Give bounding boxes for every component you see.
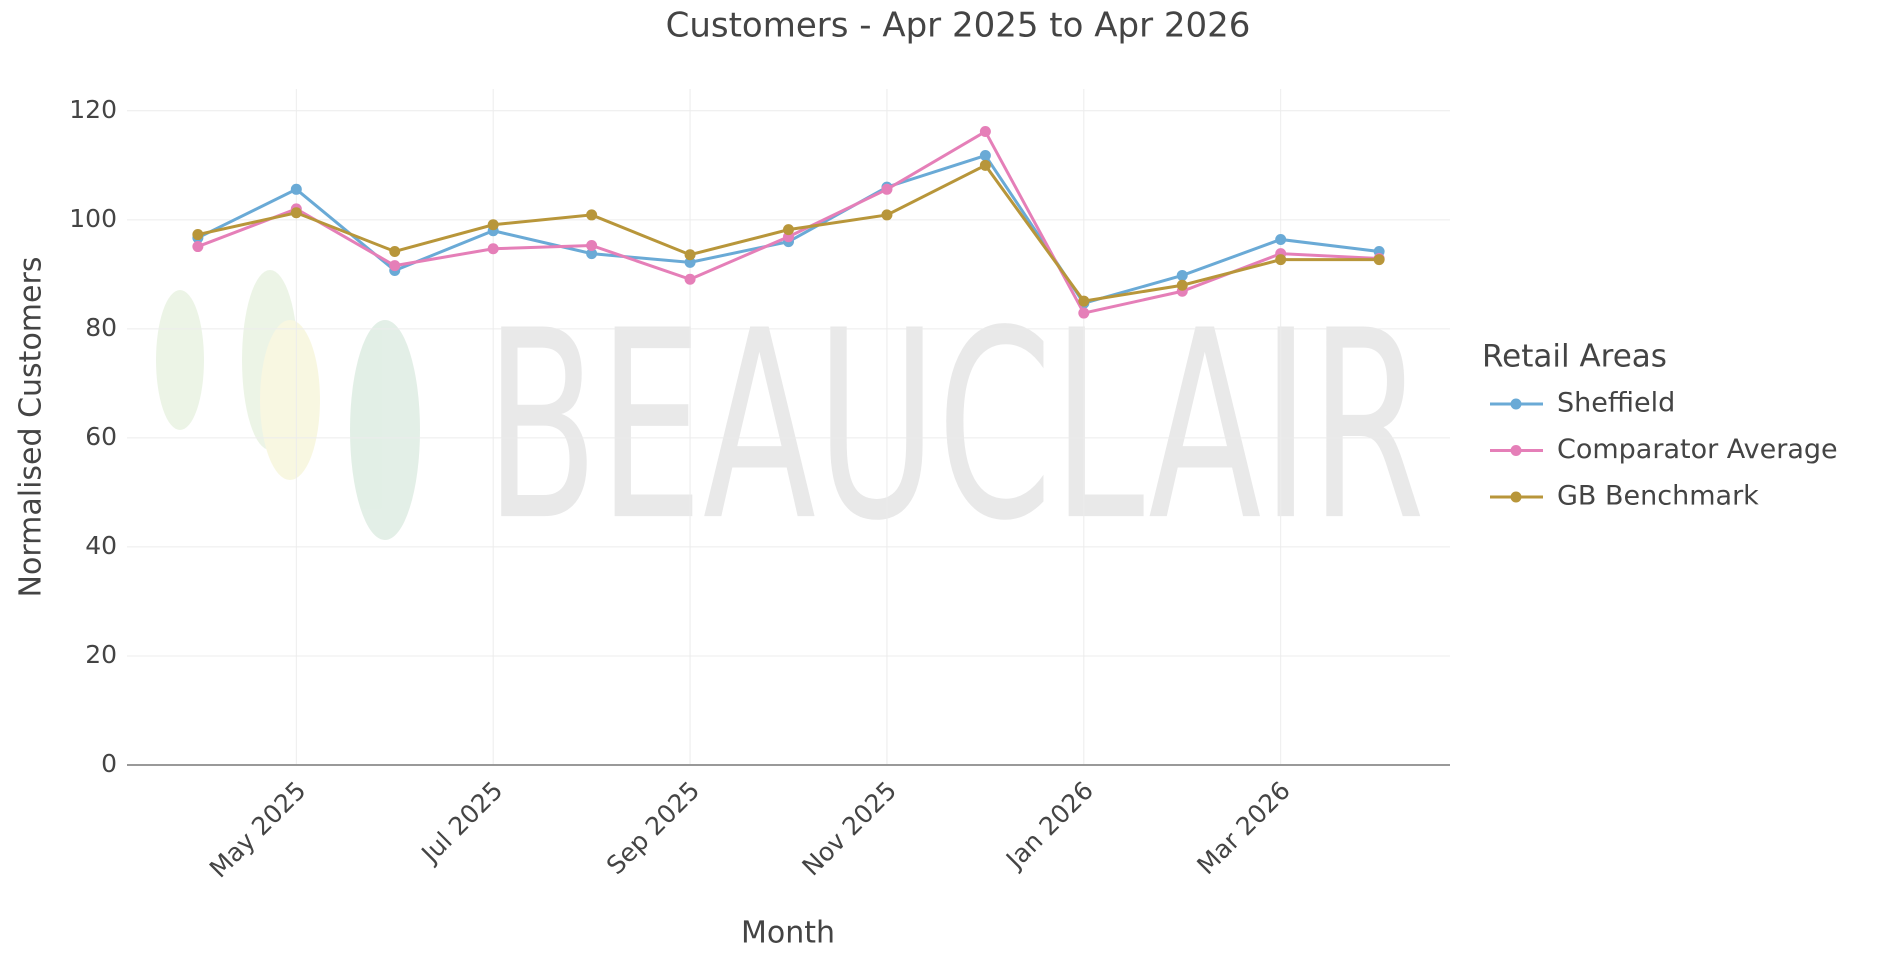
legend-label: GB Benchmark — [1557, 481, 1759, 512]
x-tick-label: Jan 2026 — [999, 776, 1099, 876]
data-point — [881, 183, 893, 195]
data-point — [586, 239, 598, 251]
y-tick-label: 0 — [101, 749, 117, 778]
y-tick-label: 80 — [85, 313, 117, 342]
watermark: BEAUCLAIR — [485, 276, 1425, 578]
data-point — [192, 241, 204, 253]
x-tick-label: Nov 2025 — [797, 776, 903, 882]
y-axis-title: Normalised Customers — [14, 257, 49, 598]
y-tick-label: 100 — [69, 204, 117, 233]
x-tick-label: Sep 2025 — [601, 776, 705, 880]
legend-swatch-marker — [1510, 398, 1522, 410]
data-point — [979, 126, 991, 138]
x-tick-label: Mar 2026 — [1191, 776, 1295, 880]
data-point — [1275, 233, 1287, 245]
data-point — [1176, 279, 1188, 291]
legend-swatch-marker — [1510, 491, 1522, 503]
data-point — [1373, 254, 1385, 266]
data-point — [290, 183, 302, 195]
legend-label: Comparator Average — [1557, 434, 1838, 465]
data-point — [684, 273, 696, 285]
x-tick-label: Jul 2025 — [415, 776, 509, 870]
y-tick-label: 60 — [85, 422, 117, 451]
chart-title: Customers - Apr 2025 to Apr 2026 — [666, 6, 1251, 46]
data-point — [684, 249, 696, 261]
data-point — [586, 209, 598, 221]
data-point — [389, 260, 401, 272]
x-tick-label: May 2025 — [204, 776, 312, 884]
x-axis-title: Month — [741, 916, 835, 951]
data-point — [783, 224, 794, 236]
data-point — [1176, 269, 1188, 281]
data-point — [684, 256, 696, 268]
y-tick-label: 20 — [85, 640, 117, 669]
data-point — [290, 207, 302, 219]
data-point — [1275, 254, 1287, 266]
data-point — [389, 245, 401, 257]
watermark-leaves — [156, 270, 420, 540]
y-tick-label: 120 — [69, 95, 117, 124]
data-point — [979, 159, 991, 171]
data-point — [1078, 295, 1090, 307]
data-point — [192, 229, 204, 241]
data-point — [1078, 307, 1090, 319]
data-point — [487, 243, 499, 255]
data-point — [487, 219, 499, 231]
legend-swatch-marker — [1510, 445, 1522, 456]
legend-title: Retail Areas — [1482, 339, 1667, 375]
data-point — [586, 248, 598, 260]
data-point — [881, 209, 893, 221]
data-point — [979, 150, 991, 162]
legend-label: Sheffield — [1557, 388, 1675, 419]
y-tick-label: 40 — [85, 531, 117, 560]
